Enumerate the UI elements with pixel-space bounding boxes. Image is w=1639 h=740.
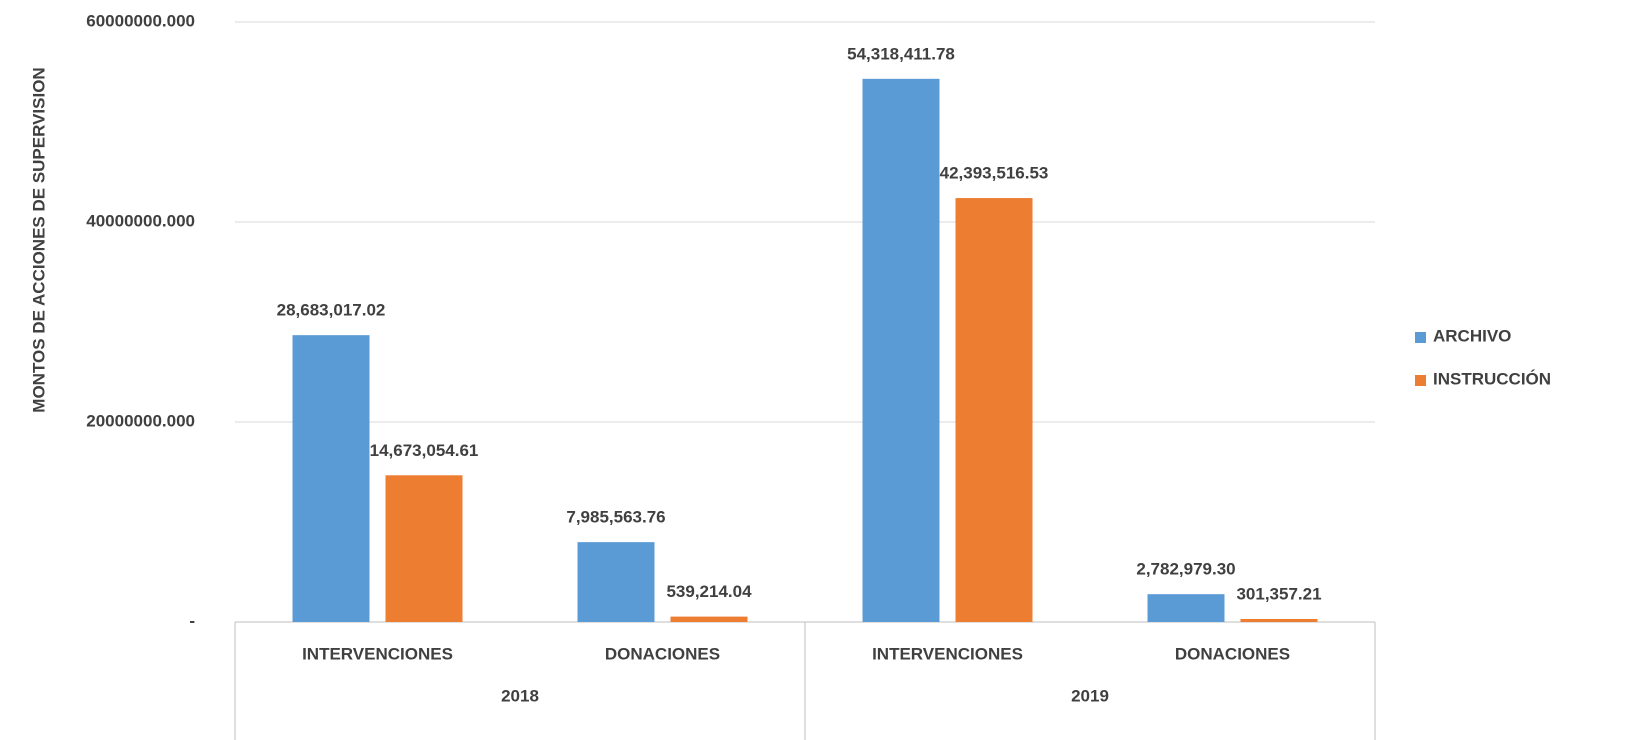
bar: [670, 616, 748, 622]
x-tick-label: DONACIONES: [1175, 644, 1290, 663]
value-label: 2,782,979.30: [1136, 560, 1235, 579]
bar: [1240, 618, 1318, 622]
x-tick-label: INTERVENCIONES: [872, 644, 1023, 663]
value-label: 539,214.04: [666, 582, 752, 601]
value-label: 54,318,411.78: [847, 44, 955, 63]
legend-label: INSTRUCCIÓN: [1433, 369, 1551, 388]
bar: [577, 542, 655, 622]
group-label: 2019: [1071, 686, 1109, 705]
legend-swatch: [1415, 332, 1426, 343]
y-axis-title: MONTOS DE ACCIONES DE SUPERVISION: [29, 67, 48, 412]
y-tick-label: 60000000.000: [86, 11, 195, 30]
bar: [292, 335, 370, 622]
x-tick-label: DONACIONES: [605, 644, 720, 663]
value-label: 28,683,017.02: [277, 301, 386, 320]
value-label: 42,393,516.53: [940, 164, 1049, 183]
legend-swatch: [1415, 375, 1426, 386]
bar: [385, 475, 463, 622]
y-tick-label: 20000000.000: [86, 411, 195, 430]
value-label: 7,985,563.76: [566, 508, 665, 527]
group-label: 2018: [501, 686, 539, 705]
value-label: 14,673,054.61: [370, 441, 479, 460]
bar: [862, 78, 940, 623]
bar: [955, 198, 1033, 623]
x-tick-label: INTERVENCIONES: [302, 644, 453, 663]
bar: [1147, 594, 1225, 622]
value-label: 301,357.21: [1236, 584, 1321, 603]
legend-label: ARCHIVO: [1433, 326, 1511, 345]
y-tick-label: 40000000.000: [86, 211, 195, 230]
y-tick-label: -: [189, 611, 195, 630]
